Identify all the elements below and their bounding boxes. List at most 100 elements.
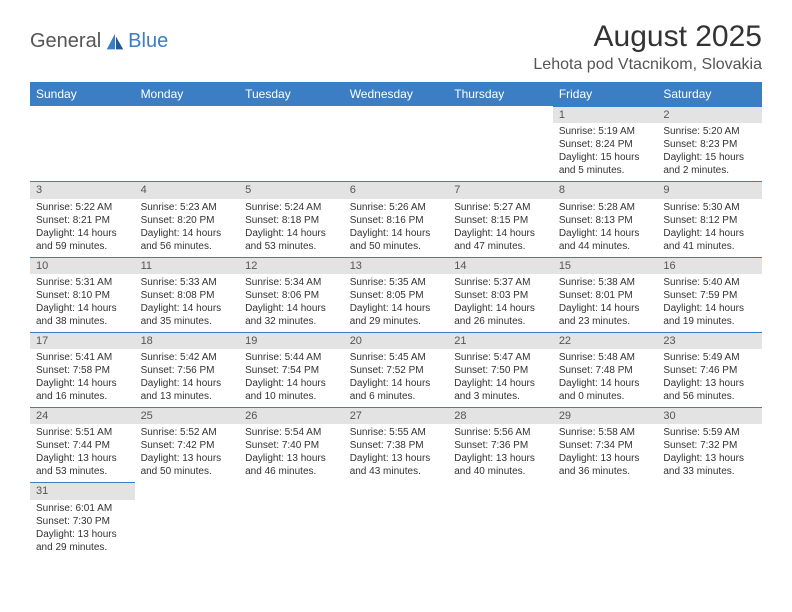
day-number: 2 (657, 106, 762, 123)
dayhdr-sun: Sunday (30, 82, 135, 106)
dayhdr-sat: Saturday (657, 82, 762, 106)
daylight-line1: Daylight: 13 hours (245, 452, 338, 465)
logo-text-blue: Blue (128, 30, 168, 53)
day-cell (30, 106, 135, 181)
daylight-line2: and 44 minutes. (559, 240, 652, 253)
sunset-text: Sunset: 8:20 PM (141, 214, 234, 227)
day-content: Sunrise: 5:59 AMSunset: 7:32 PMDaylight:… (657, 424, 762, 482)
day-content: Sunrise: 5:38 AMSunset: 8:01 PMDaylight:… (553, 274, 658, 332)
daylight-line2: and 56 minutes. (663, 390, 756, 403)
daylight-line1: Daylight: 14 hours (350, 377, 443, 390)
sunrise-text: Sunrise: 5:55 AM (350, 426, 443, 439)
sunrise-text: Sunrise: 5:59 AM (663, 426, 756, 439)
daylight-line2: and 13 minutes. (141, 390, 234, 403)
sunset-text: Sunset: 7:58 PM (36, 364, 129, 377)
sunset-text: Sunset: 7:50 PM (454, 364, 547, 377)
day-cell: 27Sunrise: 5:55 AMSunset: 7:38 PMDayligh… (344, 407, 449, 482)
day-content: Sunrise: 5:20 AMSunset: 8:23 PMDaylight:… (657, 123, 762, 181)
day-cell (135, 482, 240, 557)
sunset-text: Sunset: 8:06 PM (245, 289, 338, 302)
day-number: 1 (553, 106, 658, 123)
week-row: 31Sunrise: 6:01 AMSunset: 7:30 PMDayligh… (30, 482, 762, 557)
day-content: Sunrise: 5:22 AMSunset: 8:21 PMDaylight:… (30, 199, 135, 257)
day-cell (448, 106, 553, 181)
day-content: Sunrise: 5:47 AMSunset: 7:50 PMDaylight:… (448, 349, 553, 407)
day-cell: 6Sunrise: 5:26 AMSunset: 8:16 PMDaylight… (344, 181, 449, 256)
day-number: 25 (135, 407, 240, 424)
day-cell: 20Sunrise: 5:45 AMSunset: 7:52 PMDayligh… (344, 332, 449, 407)
daylight-line2: and 56 minutes. (141, 240, 234, 253)
daylight-line2: and 26 minutes. (454, 315, 547, 328)
day-content: Sunrise: 6:01 AMSunset: 7:30 PMDaylight:… (30, 500, 135, 558)
day-cell: 4Sunrise: 5:23 AMSunset: 8:20 PMDaylight… (135, 181, 240, 256)
day-cell (553, 482, 658, 557)
daylight-line1: Daylight: 14 hours (36, 377, 129, 390)
sunset-text: Sunset: 8:21 PM (36, 214, 129, 227)
day-cell (239, 482, 344, 557)
daylight-line2: and 33 minutes. (663, 465, 756, 478)
day-cell: 24Sunrise: 5:51 AMSunset: 7:44 PMDayligh… (30, 407, 135, 482)
day-cell: 2Sunrise: 5:20 AMSunset: 8:23 PMDaylight… (657, 106, 762, 181)
day-content: Sunrise: 5:55 AMSunset: 7:38 PMDaylight:… (344, 424, 449, 482)
week-row: 24Sunrise: 5:51 AMSunset: 7:44 PMDayligh… (30, 407, 762, 482)
sunrise-text: Sunrise: 5:22 AM (36, 201, 129, 214)
day-cell: 17Sunrise: 5:41 AMSunset: 7:58 PMDayligh… (30, 332, 135, 407)
sunset-text: Sunset: 7:40 PM (245, 439, 338, 452)
daylight-line2: and 47 minutes. (454, 240, 547, 253)
day-number: 20 (344, 332, 449, 349)
day-cell: 21Sunrise: 5:47 AMSunset: 7:50 PMDayligh… (448, 332, 553, 407)
daylight-line2: and 53 minutes. (36, 465, 129, 478)
sunrise-text: Sunrise: 5:58 AM (559, 426, 652, 439)
day-cell: 3Sunrise: 5:22 AMSunset: 8:21 PMDaylight… (30, 181, 135, 256)
day-content: Sunrise: 5:26 AMSunset: 8:16 PMDaylight:… (344, 199, 449, 257)
daylight-line2: and 50 minutes. (141, 465, 234, 478)
day-content: Sunrise: 5:42 AMSunset: 7:56 PMDaylight:… (135, 349, 240, 407)
sunrise-text: Sunrise: 5:56 AM (454, 426, 547, 439)
sunset-text: Sunset: 7:48 PM (559, 364, 652, 377)
day-content: Sunrise: 5:37 AMSunset: 8:03 PMDaylight:… (448, 274, 553, 332)
day-cell (657, 482, 762, 557)
daylight-line1: Daylight: 14 hours (245, 377, 338, 390)
day-content: Sunrise: 5:45 AMSunset: 7:52 PMDaylight:… (344, 349, 449, 407)
day-number: 10 (30, 257, 135, 274)
sunrise-text: Sunrise: 5:44 AM (245, 351, 338, 364)
daylight-line2: and 2 minutes. (663, 164, 756, 177)
sunset-text: Sunset: 8:23 PM (663, 138, 756, 151)
sunset-text: Sunset: 7:36 PM (454, 439, 547, 452)
day-number: 17 (30, 332, 135, 349)
week-row: 3Sunrise: 5:22 AMSunset: 8:21 PMDaylight… (30, 181, 762, 256)
day-content: Sunrise: 5:30 AMSunset: 8:12 PMDaylight:… (657, 199, 762, 257)
daylight-line1: Daylight: 14 hours (245, 302, 338, 315)
day-number: 21 (448, 332, 553, 349)
daylight-line1: Daylight: 14 hours (36, 227, 129, 240)
daylight-line1: Daylight: 15 hours (663, 151, 756, 164)
daylight-line1: Daylight: 14 hours (454, 377, 547, 390)
day-content: Sunrise: 5:27 AMSunset: 8:15 PMDaylight:… (448, 199, 553, 257)
day-number: 3 (30, 181, 135, 198)
header: General Blue August 2025 Lehota pod Vtac… (30, 20, 762, 74)
sunset-text: Sunset: 8:05 PM (350, 289, 443, 302)
sunrise-text: Sunrise: 5:47 AM (454, 351, 547, 364)
day-content: Sunrise: 5:54 AMSunset: 7:40 PMDaylight:… (239, 424, 344, 482)
daylight-line2: and 35 minutes. (141, 315, 234, 328)
daylight-line1: Daylight: 13 hours (454, 452, 547, 465)
sunrise-text: Sunrise: 5:31 AM (36, 276, 129, 289)
sunrise-text: Sunrise: 5:23 AM (141, 201, 234, 214)
day-content: Sunrise: 5:31 AMSunset: 8:10 PMDaylight:… (30, 274, 135, 332)
calendar-body: 1Sunrise: 5:19 AMSunset: 8:24 PMDaylight… (30, 106, 762, 558)
day-cell: 15Sunrise: 5:38 AMSunset: 8:01 PMDayligh… (553, 257, 658, 332)
day-cell: 1Sunrise: 5:19 AMSunset: 8:24 PMDaylight… (553, 106, 658, 181)
week-row: 10Sunrise: 5:31 AMSunset: 8:10 PMDayligh… (30, 257, 762, 332)
daylight-line2: and 6 minutes. (350, 390, 443, 403)
day-number: 26 (239, 407, 344, 424)
day-cell: 14Sunrise: 5:37 AMSunset: 8:03 PMDayligh… (448, 257, 553, 332)
daylight-line1: Daylight: 13 hours (36, 528, 129, 541)
day-cell: 12Sunrise: 5:34 AMSunset: 8:06 PMDayligh… (239, 257, 344, 332)
day-number: 22 (553, 332, 658, 349)
sunrise-text: Sunrise: 5:28 AM (559, 201, 652, 214)
daylight-line2: and 41 minutes. (663, 240, 756, 253)
day-number: 9 (657, 181, 762, 198)
day-content: Sunrise: 5:24 AMSunset: 8:18 PMDaylight:… (239, 199, 344, 257)
day-content: Sunrise: 5:48 AMSunset: 7:48 PMDaylight:… (553, 349, 658, 407)
day-number: 14 (448, 257, 553, 274)
